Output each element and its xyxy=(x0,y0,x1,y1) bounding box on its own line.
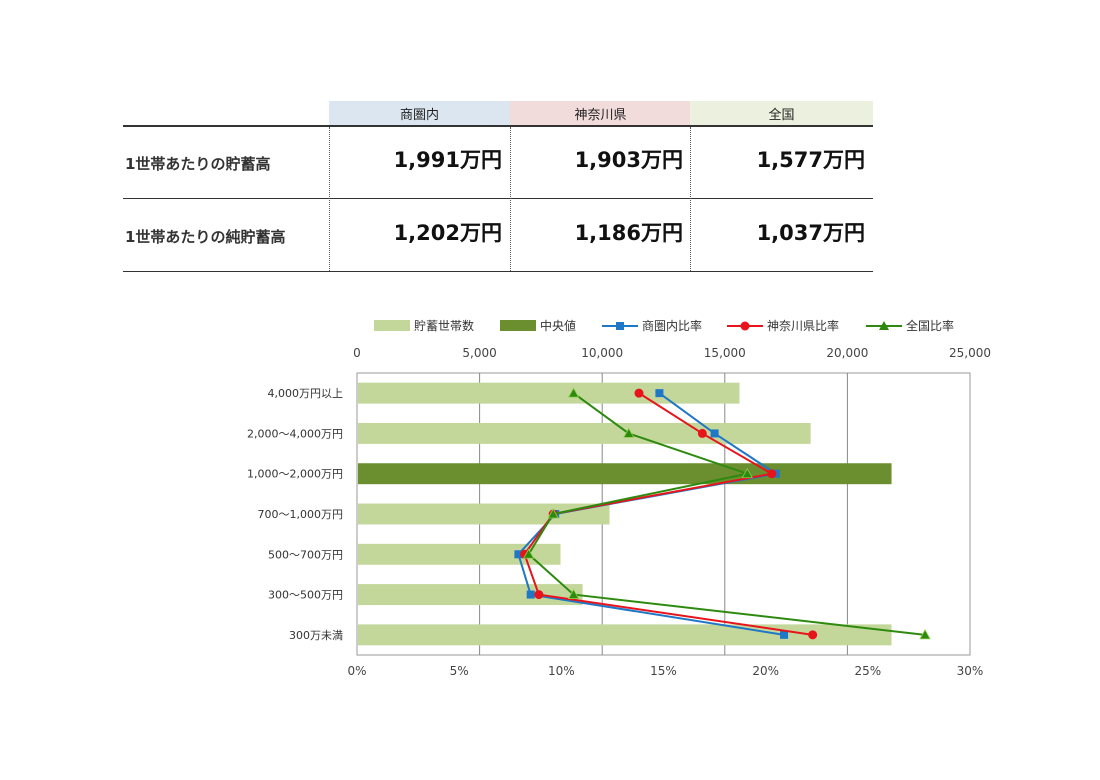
category-label: 300～500万円 xyxy=(268,589,343,602)
header-kanagawa: 神奈川県 xyxy=(510,101,691,126)
category-label: 300万未満 xyxy=(289,629,343,642)
series-point xyxy=(567,387,580,398)
household-bar xyxy=(358,503,610,525)
household-bar xyxy=(358,584,583,606)
cell-net-savings-national: 1,037万円 xyxy=(756,221,865,245)
series-point xyxy=(634,388,644,398)
plot-area xyxy=(356,372,971,656)
category-label: 500～700万円 xyxy=(268,548,343,561)
bottom-axis-tick-label: 0% xyxy=(347,664,366,678)
series-point xyxy=(697,428,707,438)
row-label-savings: 1世帯あたりの貯蓄高 xyxy=(125,154,271,173)
table-rule xyxy=(123,198,873,199)
header-shopping-area: 商圏内 xyxy=(329,101,510,126)
legend-label: 中央値 xyxy=(540,318,576,333)
series-point xyxy=(767,469,777,479)
legend-marker xyxy=(740,321,750,331)
series-point xyxy=(514,550,523,559)
header-national: 全国 xyxy=(690,101,873,126)
top-axis-tick-label: 25,000 xyxy=(949,346,991,360)
column-divider xyxy=(690,127,691,271)
top-axis-tick-label: 0 xyxy=(353,346,361,360)
legend-label: 貯蓄世帯数 xyxy=(414,318,474,333)
legend-label: 全国比率 xyxy=(906,318,954,333)
top-axis-tick-label: 5,000 xyxy=(462,346,496,360)
row-label-net-savings: 1世帯あたりの純貯蓄高 xyxy=(125,227,286,246)
category-label: 4,000万円以上 xyxy=(268,387,344,400)
top-axis-tick-label: 20,000 xyxy=(826,346,868,360)
category-label: 2,000～4,000万円 xyxy=(247,427,343,440)
series-point xyxy=(567,588,580,599)
series-point xyxy=(655,389,664,398)
cell-savings-shopping-area: 1,991万円 xyxy=(393,148,502,172)
table-rule xyxy=(123,125,873,127)
table-rule xyxy=(123,271,873,272)
bottom-axis-tick-label: 10% xyxy=(548,664,575,678)
series-point xyxy=(522,548,535,559)
series-point xyxy=(547,508,559,519)
series-point xyxy=(526,590,535,599)
cell-savings-kanagawa: 1,903万円 xyxy=(574,148,683,172)
top-axis-tick-label: 10,000 xyxy=(581,346,623,360)
column-divider xyxy=(329,127,330,271)
savings-distribution-chart: 0 5,000 10,000 15,000 20,000 25,000 0% 5% 10% 15%… xyxy=(247,318,991,678)
household-bar xyxy=(358,382,740,404)
legend-label: 商圏内比率 xyxy=(642,318,702,333)
series-point xyxy=(534,590,544,600)
series-point xyxy=(741,467,753,479)
bottom-axis-tick-label: 25% xyxy=(854,664,881,678)
bottom-axis-tick-label: 15% xyxy=(650,664,677,678)
category-label: 1,000～2,000万円 xyxy=(247,468,343,481)
column-divider xyxy=(510,127,511,271)
bottom-axis-tick-label: 20% xyxy=(752,664,779,678)
legend-swatch-bars xyxy=(374,320,410,331)
household-bar xyxy=(358,624,892,646)
series-point xyxy=(623,427,635,438)
category-label: 700～1,000万円 xyxy=(258,508,344,521)
series-point xyxy=(919,629,931,640)
household-bar xyxy=(358,543,561,565)
bottom-axis-tick-label: 30% xyxy=(957,664,984,678)
series-point xyxy=(808,630,818,640)
series-point xyxy=(780,630,789,639)
top-axis-tick-label: 15,000 xyxy=(704,346,746,360)
cell-net-savings-kanagawa: 1,186万円 xyxy=(574,221,683,245)
legend-label: 神奈川県比率 xyxy=(767,318,839,333)
legend-marker xyxy=(616,322,624,330)
household-bar xyxy=(358,422,811,444)
bottom-axis-tick-label: 5% xyxy=(450,664,469,678)
median-bar xyxy=(358,463,892,485)
cell-savings-national: 1,577万円 xyxy=(756,148,865,172)
legend-marker xyxy=(879,321,889,330)
legend-swatch-median xyxy=(500,320,536,331)
series-point xyxy=(710,429,719,438)
cell-net-savings-shopping-area: 1,202万円 xyxy=(393,221,502,245)
